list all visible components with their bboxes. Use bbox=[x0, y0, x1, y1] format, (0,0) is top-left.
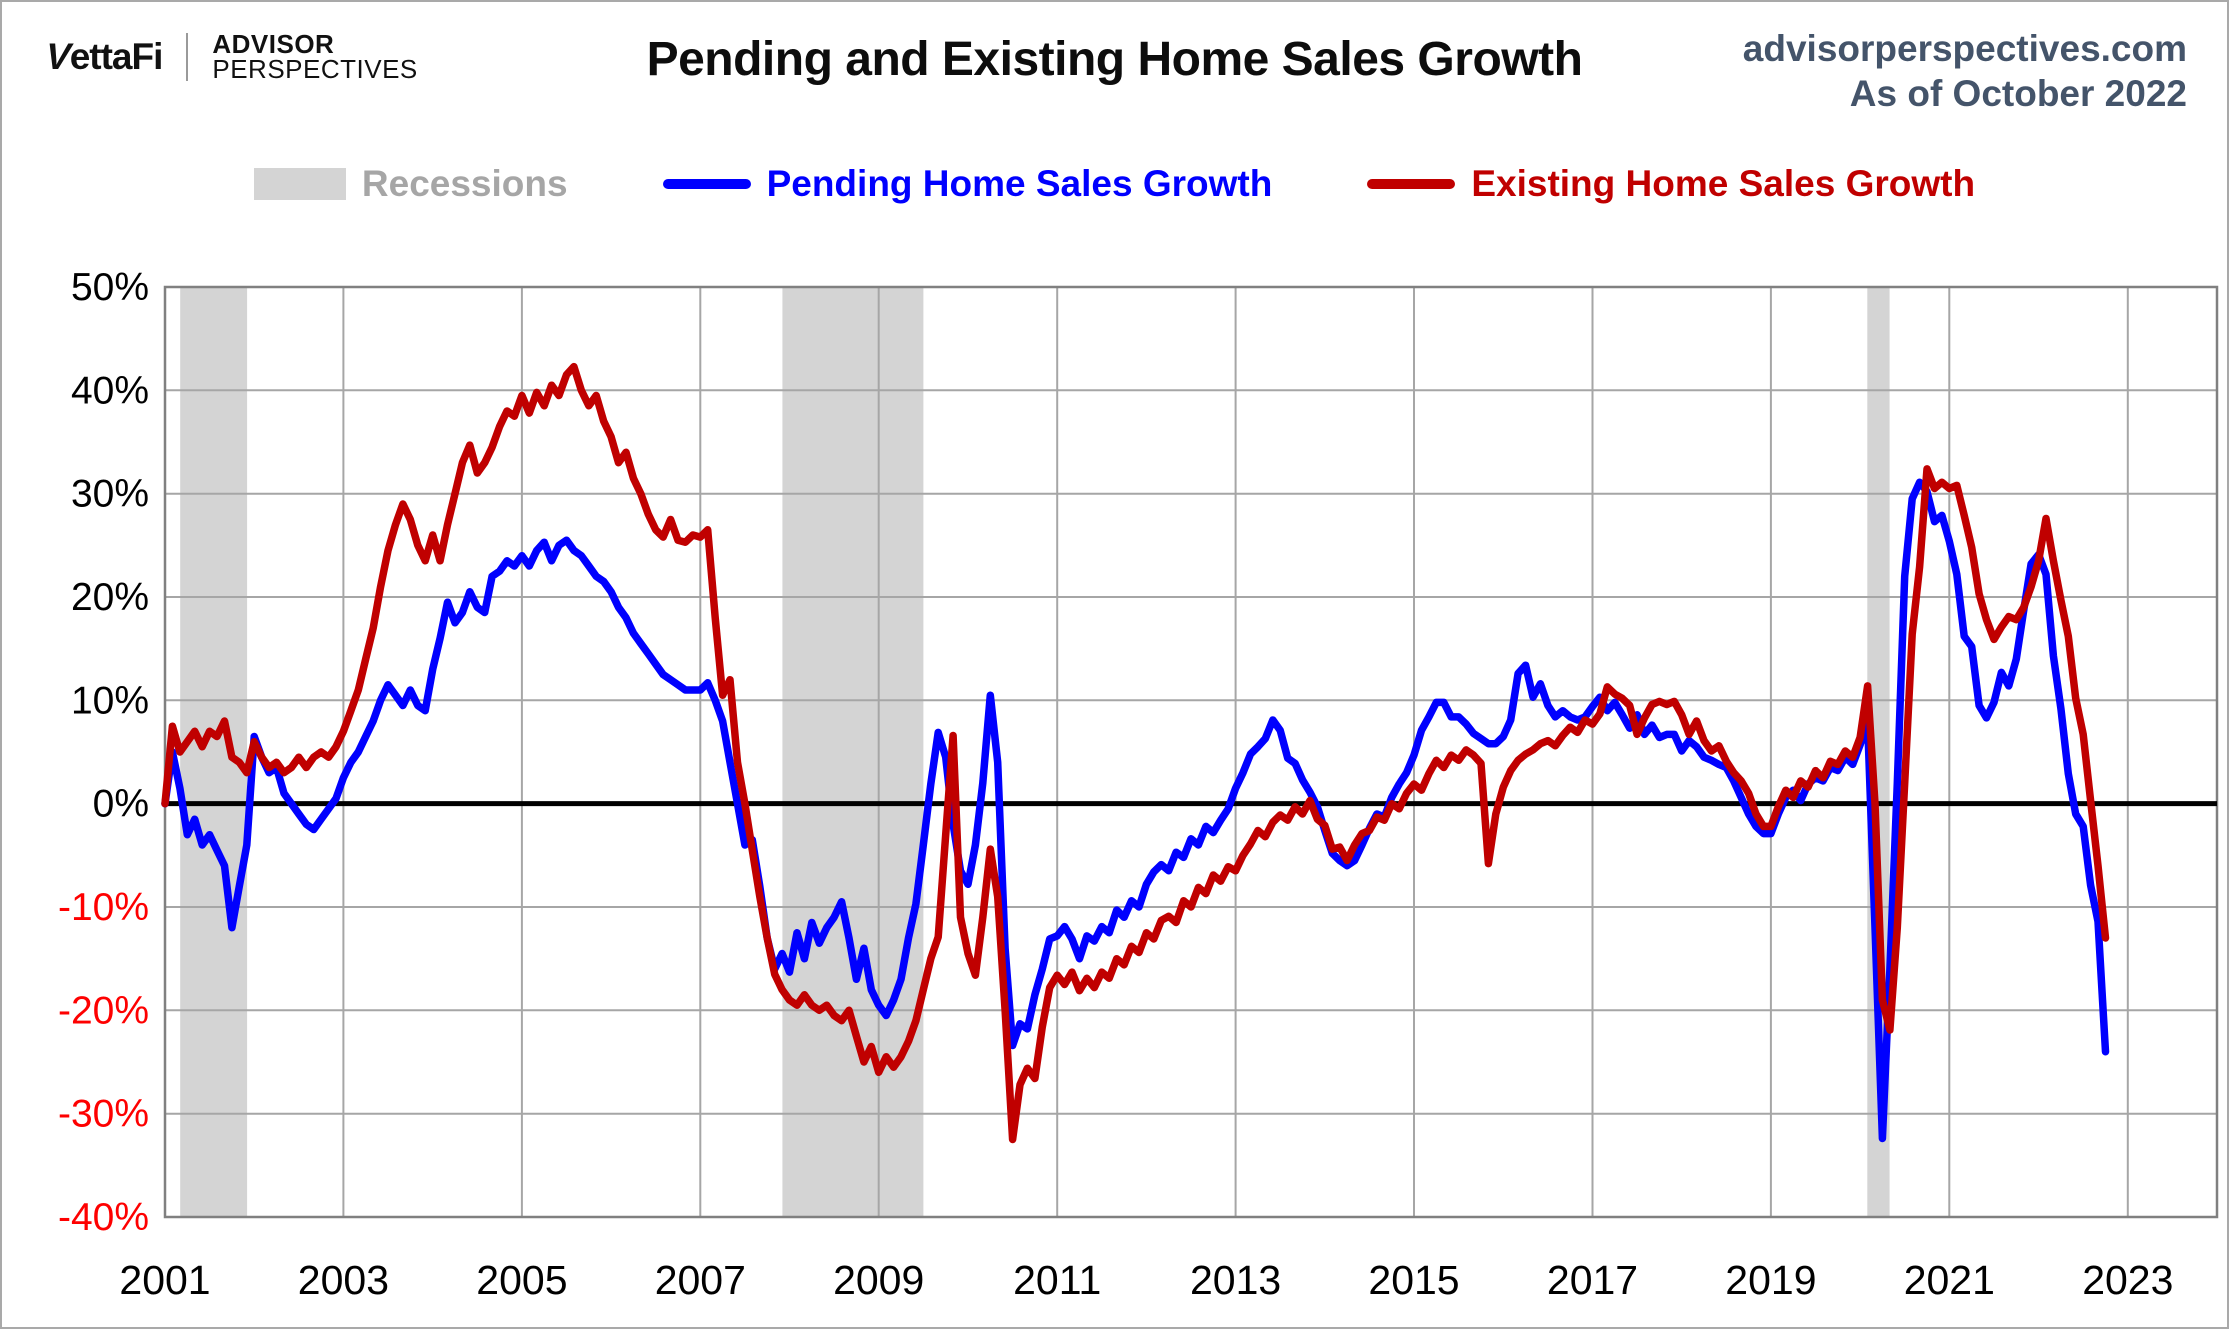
x-tick-label: 2001 bbox=[119, 1257, 210, 1303]
x-tick-label: 2019 bbox=[1725, 1257, 1816, 1303]
existing-home-sales-line bbox=[161, 362, 2110, 1144]
x-tick-label: 2015 bbox=[1368, 1257, 1459, 1303]
legend-item-existing: Existing Home Sales Growth bbox=[1367, 163, 1975, 205]
x-tick-label: 2009 bbox=[833, 1257, 924, 1303]
y-tick-label: -30% bbox=[58, 1093, 149, 1136]
advisor-perspectives-wordmark: ADVISOR PERSPECTIVES bbox=[212, 29, 418, 84]
recession-band bbox=[180, 287, 248, 1217]
x-tick-label: 2005 bbox=[476, 1257, 567, 1303]
pending-home-sales-line bbox=[161, 478, 2110, 1143]
chart-legend: Recessions Pending Home Sales Growth Exi… bbox=[2, 154, 2227, 214]
x-tick-label: 2011 bbox=[1013, 1257, 1101, 1303]
advisor-text: ADVISOR bbox=[212, 29, 335, 59]
recession-band-swatch bbox=[253, 168, 346, 200]
y-tick-label: 30% bbox=[71, 473, 149, 516]
x-tick-label: 2013 bbox=[1190, 1257, 1281, 1303]
as-of-date: As of October 2022 bbox=[1849, 73, 2187, 114]
source-url: advisorperspectives.com bbox=[1742, 28, 2187, 69]
recession-band bbox=[782, 287, 924, 1217]
source-attribution: advisorperspectives.com As of October 20… bbox=[1743, 26, 2187, 116]
vettafi-advisor-perspectives-logo: VettaFi ADVISOR PERSPECTIVES bbox=[41, 29, 418, 84]
x-tick-label: 2003 bbox=[298, 1257, 389, 1303]
x-tick-label: 2017 bbox=[1547, 1257, 1638, 1303]
vettafi-logo: VettaFi bbox=[41, 36, 164, 78]
legend-label-existing: Existing Home Sales Growth bbox=[1471, 163, 1976, 204]
legend-item-pending: Pending Home Sales Growth bbox=[662, 163, 1273, 205]
legend-label-recessions: Recessions bbox=[361, 163, 568, 204]
pending-line-swatch bbox=[662, 179, 751, 189]
plot-border bbox=[163, 285, 2219, 1219]
logo-divider bbox=[186, 33, 189, 81]
y-tick-label: -20% bbox=[58, 989, 149, 1032]
y-tick-label: 20% bbox=[71, 576, 149, 619]
x-tick-label: 2021 bbox=[1904, 1257, 1995, 1303]
x-tick-label: 2023 bbox=[2082, 1257, 2173, 1303]
perspectives-text: PERSPECTIVES bbox=[212, 54, 418, 84]
chart-title: Pending and Existing Home Sales Growth bbox=[646, 33, 1583, 86]
y-tick-label: 50% bbox=[71, 266, 149, 309]
y-tick-label: 0% bbox=[93, 783, 149, 826]
legend-label-pending: Pending Home Sales Growth bbox=[766, 163, 1273, 204]
legend-item-recessions: Recessions bbox=[253, 163, 568, 205]
existing-line-swatch bbox=[1367, 179, 1456, 189]
vettafi-wordmark: ettaFi bbox=[69, 36, 164, 77]
y-tick-label: 40% bbox=[71, 369, 149, 412]
x-tick-label: 2007 bbox=[655, 1257, 746, 1303]
y-tick-label: 10% bbox=[71, 679, 149, 722]
y-tick-label: -10% bbox=[58, 886, 149, 929]
y-tick-label: -40% bbox=[58, 1196, 149, 1239]
